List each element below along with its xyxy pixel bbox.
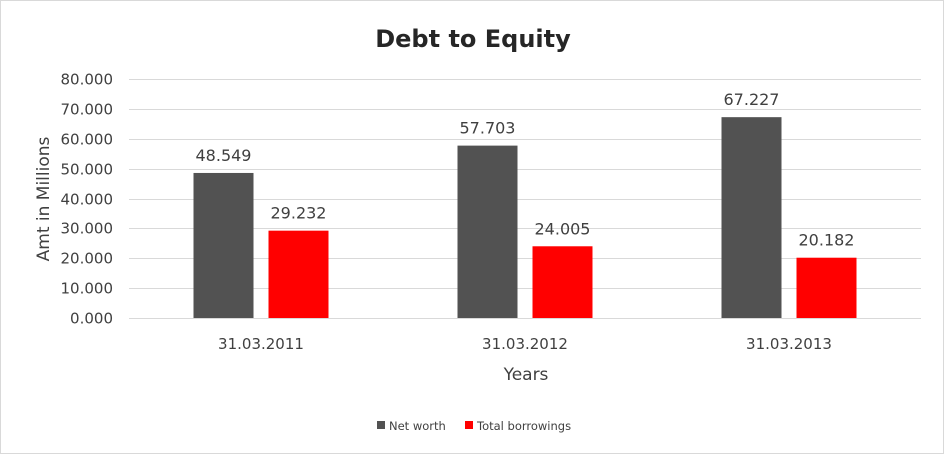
data-label: 67.227	[724, 90, 780, 109]
legend: Net worth Total borrowings	[377, 419, 571, 433]
data-label: 29.232	[271, 204, 327, 223]
y-tick-label: 10.000	[61, 280, 114, 298]
data-label: 20.182	[799, 231, 855, 250]
bars	[193, 117, 857, 319]
bar	[532, 246, 593, 318]
y-tick-label: 20.000	[61, 250, 114, 268]
y-axis-title: Amt in Millions	[34, 136, 54, 261]
chart-title: Debt to Equity	[375, 25, 571, 53]
x-tick-label: 31.03.2012	[482, 335, 568, 353]
data-label: 24.005	[535, 219, 591, 238]
legend-label: Total borrowings	[476, 419, 571, 433]
legend-swatch	[377, 421, 385, 429]
x-tick-label: 31.03.2011	[218, 335, 304, 353]
y-tick-labels: 0.000 10.000 20.000 30.000 40.000 50.000 60.00…	[61, 71, 114, 328]
legend-label: Net worth	[389, 419, 446, 433]
y-tick-label: 50.000	[61, 161, 114, 179]
bar	[457, 145, 518, 318]
x-axis-title: Years	[503, 365, 549, 385]
y-tick-label: 70.000	[61, 101, 114, 119]
y-tick-label: 40.000	[61, 191, 114, 209]
x-tick-label: 31.03.2013	[746, 335, 832, 353]
bar	[721, 117, 782, 319]
bar	[268, 230, 329, 318]
x-tick-labels: 31.03.2011 31.03.2012 31.03.2013	[218, 335, 832, 353]
y-tick-label: 30.000	[61, 220, 114, 238]
data-label: 57.703	[460, 119, 516, 138]
gridlines	[129, 79, 921, 319]
bar	[796, 257, 857, 318]
y-tick-label: 80.000	[61, 71, 114, 89]
data-label: 48.549	[196, 146, 252, 165]
y-tick-label: 60.000	[61, 131, 114, 149]
bar	[193, 172, 254, 318]
data-labels: 48.549 29.232 57.703 24.005 67.227 20.182	[196, 90, 855, 250]
legend-swatch	[465, 421, 473, 429]
y-tick-label: 0.000	[70, 310, 113, 328]
